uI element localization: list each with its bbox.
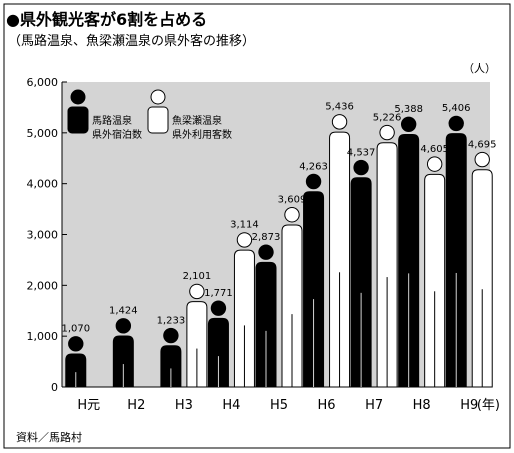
bar-domestic-overnight [255,244,277,388]
bar-head [284,207,300,223]
bar-body [350,177,372,388]
chart-title: ●県外観光客が6割を占める [6,10,208,29]
data-label-overnight: 1,070 [61,324,90,335]
bar-domestic-overnight [398,116,420,388]
bar-head [379,124,395,141]
x-tick-label: H9 [460,398,478,413]
legend-label: 県外宿泊数 [92,128,142,141]
y-tick-label: 3,000 [27,229,59,242]
data-label-visitors: 5,436 [325,102,354,113]
data-label-overnight: 1,424 [109,306,138,317]
bar-body [398,134,420,388]
data-label-visitors: 3,609 [278,195,307,206]
data-label-overnight: 5,388 [394,104,423,115]
bar-domestic-overnight [303,173,325,388]
data-label-visitors: 4,695 [468,139,497,150]
bar-yanase-visitors [329,114,351,388]
legend-head [150,89,166,105]
bar-body [207,317,229,388]
y-tick-label: 2,000 [27,279,59,292]
x-tick-label: H7 [365,398,383,413]
bar-domestic-overnight [112,318,134,388]
x-unit-label: (年) [477,398,500,413]
data-label-visitors: 3,114 [230,220,259,231]
x-tick-label: H元 [77,398,100,413]
data-label-overnight: 4,263 [299,161,328,172]
bar-head [163,327,179,344]
data-label-overnight: 5,406 [442,103,471,114]
bar-body [112,335,134,388]
bar-body [424,173,446,388]
y-tick-label: 5,000 [27,127,59,140]
x-tick-label: H8 [413,398,431,413]
data-label-visitors: 4,605 [420,144,449,155]
source-note: 資料／馬路村 [16,431,82,444]
bar-yanase-visitors [471,151,493,388]
bar-body [303,191,325,388]
bar-head [400,116,417,133]
bar-body [329,131,351,388]
bar-yanase-visitors [233,232,255,388]
figure-frame [3,3,511,449]
legend-body [67,106,89,134]
bar-head [236,232,253,248]
legend-body [147,106,169,134]
x-tick-label: H3 [175,398,193,413]
legend-label: 馬路温泉 [92,114,132,127]
bar-body [160,345,182,388]
legend-label: 県外利用客数 [172,128,232,141]
chart-subtitle: （馬路温泉、魚梁瀬温泉の県外客の推移） [8,34,256,49]
bar-head [189,283,205,300]
y-tick-label: 6,000 [27,76,59,89]
bar-domestic-overnight [350,159,372,388]
x-tick-label: H6 [318,398,336,413]
bar-yanase-visitors [281,207,303,388]
bar-head [331,114,348,130]
bar-domestic-overnight [207,300,229,388]
bar-body [445,133,467,388]
bar-body [255,261,277,388]
x-tick-label: H5 [270,398,288,413]
y-tick-label: 4,000 [27,178,59,191]
bar-yanase-visitors [186,283,208,388]
legend-icon-1 [147,89,169,134]
bar-yanase-visitors [376,124,398,388]
y-tick-label: 1,000 [27,330,59,343]
bar-body [281,224,303,388]
bar-head [258,244,274,260]
bar-body [233,249,255,388]
bar-head [305,173,322,190]
bar-yanase-visitors [424,156,446,388]
bar-head [115,318,132,334]
data-label-visitors: 5,226 [373,112,402,123]
bar-head [353,159,369,176]
x-tick-label: H4 [222,398,240,413]
data-label-overnight: 1,233 [157,315,186,326]
y-tick-label: 0 [51,381,58,394]
data-label-overnight: 1,771 [204,288,233,299]
legend-icon-0 [67,89,89,134]
bar-head [474,151,490,168]
data-label-visitors: 2,101 [183,271,212,282]
x-tick-label: H2 [127,398,145,413]
bar-domestic-overnight [445,115,467,388]
y-unit-label: （人） [463,62,496,75]
legend-head [70,89,86,105]
bar-head [426,156,443,172]
bar-head [68,336,84,352]
data-label-overnight: 4,537 [347,147,376,158]
bar-head [210,300,227,316]
bar-head [448,115,464,132]
bar-body [376,142,398,388]
bar-body [471,169,493,388]
bar-domestic-overnight [65,336,87,388]
data-label-overnight: 2,873 [252,232,281,243]
bar-body [186,301,208,388]
bar-domestic-overnight [160,327,182,388]
bar-body [65,353,87,388]
legend-label: 魚梁瀬温泉 [172,114,222,127]
